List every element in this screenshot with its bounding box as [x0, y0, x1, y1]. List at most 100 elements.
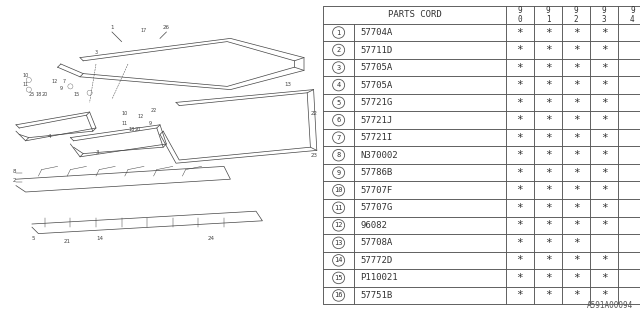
Text: *: *: [573, 185, 580, 195]
Bar: [354, 111, 506, 129]
Bar: [506, 234, 534, 252]
Text: *: *: [545, 220, 552, 230]
Text: *: *: [573, 220, 580, 230]
Text: 12: 12: [138, 114, 144, 119]
Text: *: *: [573, 255, 580, 265]
Bar: [590, 24, 618, 41]
Bar: [590, 111, 618, 129]
Text: 23: 23: [310, 153, 317, 158]
Text: 15: 15: [74, 92, 80, 97]
Bar: [618, 252, 640, 269]
Bar: [590, 94, 618, 111]
Bar: [618, 24, 640, 41]
Bar: [618, 217, 640, 234]
Text: *: *: [573, 291, 580, 300]
Bar: [506, 217, 534, 234]
Text: *: *: [516, 238, 524, 248]
Bar: [323, 41, 354, 59]
Bar: [618, 234, 640, 252]
Bar: [590, 234, 618, 252]
Bar: [506, 269, 534, 287]
Bar: [323, 6, 506, 24]
Text: *: *: [601, 220, 607, 230]
Bar: [323, 94, 354, 111]
Text: 24: 24: [208, 236, 215, 241]
Text: *: *: [601, 115, 607, 125]
Text: *: *: [516, 220, 524, 230]
Text: 14: 14: [334, 257, 343, 263]
Bar: [590, 269, 618, 287]
Text: 2: 2: [13, 179, 16, 183]
Bar: [590, 41, 618, 59]
Bar: [590, 252, 618, 269]
Bar: [618, 6, 640, 24]
Text: 7: 7: [337, 135, 340, 141]
Text: *: *: [516, 80, 524, 90]
Bar: [323, 217, 354, 234]
Bar: [506, 59, 534, 76]
Bar: [323, 111, 354, 129]
Text: *: *: [516, 150, 524, 160]
Bar: [618, 59, 640, 76]
Bar: [323, 129, 354, 147]
Bar: [506, 252, 534, 269]
Text: 57705A: 57705A: [360, 81, 393, 90]
Text: *: *: [516, 98, 524, 108]
Text: 57707G: 57707G: [360, 203, 393, 212]
Text: *: *: [516, 45, 524, 55]
Bar: [354, 287, 506, 304]
Bar: [506, 41, 534, 59]
Text: 20: 20: [42, 92, 48, 97]
Bar: [534, 181, 562, 199]
Bar: [506, 6, 534, 24]
Text: 9
2: 9 2: [574, 6, 579, 24]
Bar: [534, 147, 562, 164]
Bar: [562, 164, 590, 181]
Text: 8: 8: [337, 152, 340, 158]
Text: 10: 10: [122, 111, 128, 116]
Bar: [562, 76, 590, 94]
Text: *: *: [545, 28, 552, 37]
Text: 9
0: 9 0: [518, 6, 522, 24]
Text: 9: 9: [60, 86, 62, 91]
Text: 12: 12: [334, 222, 343, 228]
Bar: [590, 76, 618, 94]
Text: *: *: [601, 291, 607, 300]
Text: 26: 26: [163, 25, 170, 30]
Bar: [323, 269, 354, 287]
Text: 22: 22: [150, 108, 157, 113]
Text: N370002: N370002: [360, 151, 398, 160]
Text: 20: 20: [134, 127, 141, 132]
Text: *: *: [601, 133, 607, 143]
Bar: [534, 252, 562, 269]
Bar: [590, 147, 618, 164]
Text: 6: 6: [337, 117, 340, 123]
Bar: [562, 111, 590, 129]
Text: *: *: [573, 62, 580, 73]
Text: *: *: [601, 45, 607, 55]
Text: 18: 18: [128, 127, 134, 132]
Text: *: *: [545, 115, 552, 125]
Text: *: *: [573, 150, 580, 160]
Text: 57721G: 57721G: [360, 98, 393, 107]
Bar: [354, 181, 506, 199]
Bar: [618, 269, 640, 287]
Bar: [590, 6, 618, 24]
Text: *: *: [545, 168, 552, 178]
Text: *: *: [516, 291, 524, 300]
Text: 12: 12: [51, 79, 58, 84]
Text: 57786B: 57786B: [360, 168, 393, 177]
Text: 10: 10: [22, 73, 29, 78]
Bar: [590, 129, 618, 147]
Bar: [562, 6, 590, 24]
Bar: [354, 164, 506, 181]
Bar: [534, 94, 562, 111]
Text: *: *: [545, 133, 552, 143]
Text: 9: 9: [149, 121, 152, 126]
Bar: [354, 199, 506, 217]
Bar: [562, 181, 590, 199]
Bar: [354, 59, 506, 76]
Text: *: *: [601, 168, 607, 178]
Text: 57704A: 57704A: [360, 28, 393, 37]
Bar: [562, 94, 590, 111]
